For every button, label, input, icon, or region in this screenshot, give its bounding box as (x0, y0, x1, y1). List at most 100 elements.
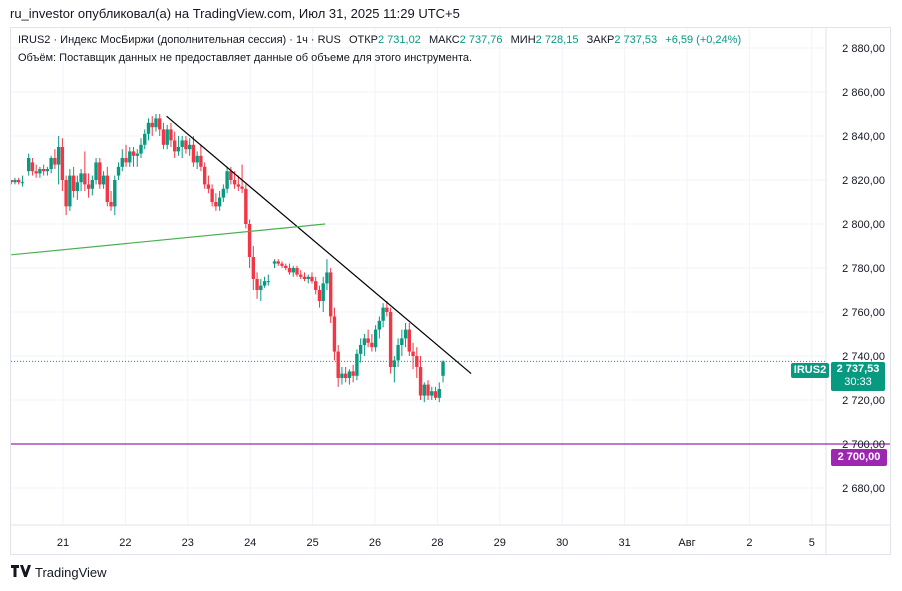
candle-down (41, 164, 46, 176)
candle-body (116, 166, 121, 176)
close-value: 2 737,53 (614, 34, 658, 46)
candle-down (83, 151, 87, 191)
candle-body (75, 182, 80, 191)
candle-body (426, 384, 430, 396)
candle-body (306, 276, 310, 279)
candle-up (176, 136, 181, 156)
symbol-legend[interactable]: IRUS2 · Индекс МосБиржи (дополнительная … (18, 34, 741, 46)
low-label: МИН (510, 34, 536, 46)
candle-up (358, 338, 363, 363)
candle-body (388, 312, 393, 367)
candle-up (79, 169, 83, 191)
candle-up (38, 166, 42, 178)
candle-down (124, 144, 128, 167)
candle-up (362, 334, 367, 356)
level-price-tag: 2 700,00 (831, 449, 887, 466)
candle-body (128, 151, 132, 163)
candle-body (202, 166, 207, 185)
grid (11, 28, 890, 554)
candle-down (210, 184, 214, 207)
candle-up (45, 166, 50, 176)
volume-legend: Объём: Поставщик данных не предоставляет… (18, 52, 473, 64)
candle-down (202, 162, 207, 189)
x-tick-label: 31 (618, 537, 630, 549)
candle-body (90, 180, 95, 189)
candle-down (109, 191, 113, 211)
candle-body (284, 265, 288, 268)
candle-up (165, 125, 169, 150)
candle-down (16, 177, 21, 185)
price-chart[interactable]: 2 880,00 2 860,00 2 840,00 2 820,00 2 800,00… (11, 28, 891, 555)
candle-down (98, 158, 102, 189)
candle-body (276, 261, 280, 264)
candle-body (381, 307, 385, 321)
candle-down (433, 386, 438, 400)
candle-body (370, 342, 374, 348)
candle-up (195, 151, 199, 169)
candle-down (385, 301, 389, 317)
candle-body (180, 140, 184, 147)
candle-body (347, 371, 352, 378)
bar-countdown: 30:33 (844, 376, 872, 388)
high-label: МАКС (428, 34, 460, 46)
candle-up (56, 136, 61, 185)
candle-body (206, 184, 211, 189)
candle-up (113, 175, 117, 216)
candle-body (392, 360, 397, 367)
candle-down (426, 380, 430, 400)
candle-body (225, 171, 229, 189)
candle-body (16, 180, 21, 183)
x-tick-label: Авг (678, 537, 695, 549)
candle-up (20, 175, 25, 187)
candle-body (139, 144, 143, 154)
tradingview-logo[interactable]: TradingView (11, 565, 107, 580)
candle-down (30, 158, 35, 176)
y-tick-label: 2 760,00 (842, 307, 885, 319)
candle-body (351, 371, 355, 376)
y-tick-label: 2 720,00 (842, 395, 885, 407)
candle-down (295, 265, 299, 277)
candle-body (302, 276, 307, 279)
candle-body (26, 158, 31, 172)
candle-body (332, 316, 337, 352)
candle-down (332, 307, 337, 361)
candle-down (388, 307, 393, 374)
candle-body (135, 153, 139, 156)
candle-body (172, 140, 177, 152)
high-value: 2 737,76 (459, 34, 503, 46)
candle-body (210, 188, 214, 202)
x-tick-label: 25 (306, 537, 318, 549)
candle-body (317, 290, 322, 301)
candle-body (403, 329, 408, 339)
candle-body (101, 175, 106, 185)
candle-up (221, 184, 226, 202)
candle-up (180, 136, 184, 158)
candle-body (422, 384, 426, 396)
candle-down (280, 261, 284, 268)
candle-up (143, 129, 147, 150)
candle-body (169, 129, 173, 141)
candle-up (146, 118, 151, 141)
x-tick-label: 30 (556, 537, 568, 549)
candle-body (94, 162, 98, 180)
candle-body (262, 281, 267, 286)
candle-up (291, 265, 295, 277)
candle-down (276, 259, 280, 266)
candle-body (98, 162, 102, 185)
candle-down (172, 131, 177, 158)
candle-body (11, 180, 13, 183)
candle-body (314, 281, 318, 290)
candle-down (370, 334, 374, 352)
candle-body (437, 389, 441, 398)
chart-frame[interactable]: 2 880,00 2 860,00 2 840,00 2 820,00 2 800,00… (10, 27, 891, 555)
candle-up (187, 138, 192, 156)
y-tick-label: 2 860,00 (842, 87, 885, 99)
candle-down (199, 144, 203, 172)
candle-down (244, 184, 248, 229)
candle-down (11, 180, 13, 185)
candle-down (336, 345, 340, 387)
time-axis: 21 22 23 24 25 26 28 29 30 31 Авг 2 5 (57, 537, 815, 549)
candle-down (366, 329, 370, 348)
x-tick-label: 2 (746, 537, 752, 549)
candle-body (83, 173, 87, 185)
